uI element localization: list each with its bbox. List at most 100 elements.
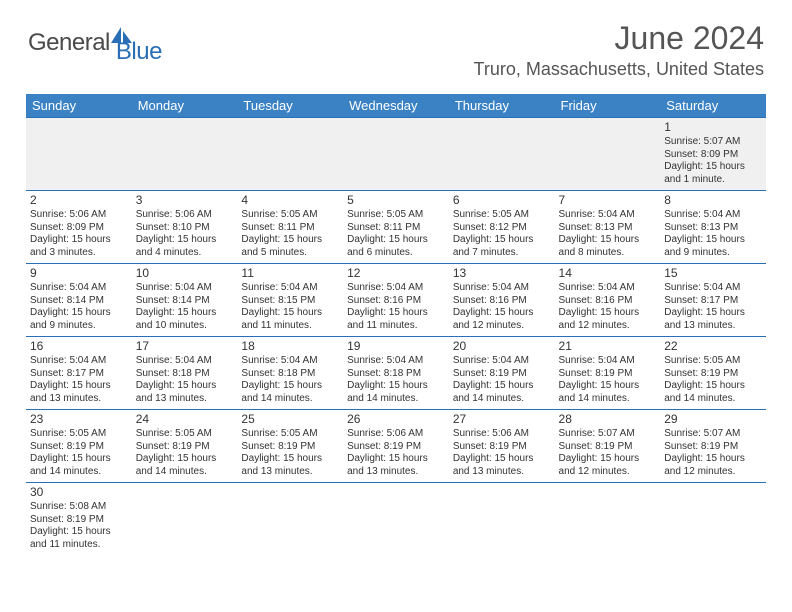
day-sr: Sunrise: 5:06 AM [136, 209, 234, 222]
day-d1: Daylight: 15 hours [453, 234, 551, 247]
day-d2: and 1 minute. [664, 174, 762, 187]
day-number: 9 [30, 266, 128, 281]
day-number: 5 [347, 193, 445, 208]
day-d2: and 6 minutes. [347, 247, 445, 260]
day-sr: Sunrise: 5:04 AM [241, 355, 339, 368]
day-ss: Sunset: 8:12 PM [453, 222, 551, 235]
day-sr: Sunrise: 5:05 AM [347, 209, 445, 222]
calendar-cell: 16Sunrise: 5:04 AMSunset: 8:17 PMDayligh… [26, 337, 132, 410]
day-ss: Sunset: 8:11 PM [241, 222, 339, 235]
calendar-week: 1Sunrise: 5:07 AMSunset: 8:09 PMDaylight… [26, 118, 766, 191]
day-sr: Sunrise: 5:04 AM [241, 282, 339, 295]
dayname-tuesday: Tuesday [237, 94, 343, 118]
day-d1: Daylight: 15 hours [664, 161, 762, 174]
header: General Blue June 2024 Truro, Massachuse… [0, 0, 792, 88]
day-sr: Sunrise: 5:06 AM [347, 428, 445, 441]
day-ss: Sunset: 8:19 PM [347, 441, 445, 454]
dayname-row: Sunday Monday Tuesday Wednesday Thursday… [26, 94, 766, 118]
calendar-cell [237, 118, 343, 191]
logo-text-blue: Blue [116, 38, 162, 66]
calendar-week: 23Sunrise: 5:05 AMSunset: 8:19 PMDayligh… [26, 410, 766, 483]
calendar-cell [343, 483, 449, 556]
calendar-cell: 18Sunrise: 5:04 AMSunset: 8:18 PMDayligh… [237, 337, 343, 410]
day-d2: and 7 minutes. [453, 247, 551, 260]
day-d2: and 13 minutes. [347, 466, 445, 479]
day-number: 27 [453, 412, 551, 427]
calendar-cell [26, 118, 132, 191]
day-ss: Sunset: 8:19 PM [30, 441, 128, 454]
day-ss: Sunset: 8:14 PM [30, 295, 128, 308]
day-number: 7 [559, 193, 657, 208]
day-number: 28 [559, 412, 657, 427]
day-d1: Daylight: 15 hours [453, 307, 551, 320]
day-d2: and 12 minutes. [664, 466, 762, 479]
day-d1: Daylight: 15 hours [30, 453, 128, 466]
day-sr: Sunrise: 5:07 AM [559, 428, 657, 441]
calendar-week: 16Sunrise: 5:04 AMSunset: 8:17 PMDayligh… [26, 337, 766, 410]
calendar-cell: 10Sunrise: 5:04 AMSunset: 8:14 PMDayligh… [132, 264, 238, 337]
calendar-week: 9Sunrise: 5:04 AMSunset: 8:14 PMDaylight… [26, 264, 766, 337]
day-d2: and 14 minutes. [559, 393, 657, 406]
day-sr: Sunrise: 5:05 AM [30, 428, 128, 441]
calendar-cell [343, 118, 449, 191]
day-d1: Daylight: 15 hours [347, 453, 445, 466]
day-ss: Sunset: 8:18 PM [347, 368, 445, 381]
day-d2: and 11 minutes. [241, 320, 339, 333]
day-d1: Daylight: 15 hours [241, 380, 339, 393]
day-d2: and 14 minutes. [241, 393, 339, 406]
day-number: 12 [347, 266, 445, 281]
calendar-cell [660, 483, 766, 556]
day-number: 3 [136, 193, 234, 208]
day-sr: Sunrise: 5:07 AM [664, 428, 762, 441]
calendar-cell: 20Sunrise: 5:04 AMSunset: 8:19 PMDayligh… [449, 337, 555, 410]
day-d1: Daylight: 15 hours [559, 234, 657, 247]
day-number: 15 [664, 266, 762, 281]
day-d2: and 13 minutes. [241, 466, 339, 479]
calendar-cell: 4Sunrise: 5:05 AMSunset: 8:11 PMDaylight… [237, 191, 343, 264]
calendar-week: 30Sunrise: 5:08 AMSunset: 8:19 PMDayligh… [26, 483, 766, 556]
calendar-cell: 9Sunrise: 5:04 AMSunset: 8:14 PMDaylight… [26, 264, 132, 337]
day-d2: and 5 minutes. [241, 247, 339, 260]
day-d2: and 10 minutes. [136, 320, 234, 333]
day-sr: Sunrise: 5:04 AM [453, 355, 551, 368]
day-sr: Sunrise: 5:06 AM [30, 209, 128, 222]
day-number: 13 [453, 266, 551, 281]
day-number: 25 [241, 412, 339, 427]
dayname-thursday: Thursday [449, 94, 555, 118]
day-d1: Daylight: 15 hours [30, 234, 128, 247]
day-d2: and 11 minutes. [347, 320, 445, 333]
calendar-cell [449, 118, 555, 191]
day-ss: Sunset: 8:14 PM [136, 295, 234, 308]
day-number: 10 [136, 266, 234, 281]
day-number: 19 [347, 339, 445, 354]
calendar-cell: 21Sunrise: 5:04 AMSunset: 8:19 PMDayligh… [555, 337, 661, 410]
day-number: 14 [559, 266, 657, 281]
title-block: June 2024 Truro, Massachusetts, United S… [474, 20, 764, 80]
calendar-cell: 2Sunrise: 5:06 AMSunset: 8:09 PMDaylight… [26, 191, 132, 264]
calendar-cell: 5Sunrise: 5:05 AMSunset: 8:11 PMDaylight… [343, 191, 449, 264]
day-ss: Sunset: 8:09 PM [30, 222, 128, 235]
day-sr: Sunrise: 5:04 AM [136, 282, 234, 295]
day-number: 16 [30, 339, 128, 354]
day-d2: and 3 minutes. [30, 247, 128, 260]
day-d2: and 9 minutes. [30, 320, 128, 333]
logo-text-general: General [28, 29, 110, 57]
calendar-cell [555, 118, 661, 191]
day-ss: Sunset: 8:19 PM [30, 514, 128, 527]
day-d2: and 13 minutes. [30, 393, 128, 406]
calendar-cell [555, 483, 661, 556]
day-sr: Sunrise: 5:05 AM [136, 428, 234, 441]
day-sr: Sunrise: 5:04 AM [559, 355, 657, 368]
day-d1: Daylight: 15 hours [136, 453, 234, 466]
calendar-cell: 8Sunrise: 5:04 AMSunset: 8:13 PMDaylight… [660, 191, 766, 264]
day-ss: Sunset: 8:13 PM [559, 222, 657, 235]
logo: General Blue [28, 20, 162, 66]
day-d1: Daylight: 15 hours [664, 453, 762, 466]
calendar-cell: 6Sunrise: 5:05 AMSunset: 8:12 PMDaylight… [449, 191, 555, 264]
day-ss: Sunset: 8:16 PM [453, 295, 551, 308]
day-number: 29 [664, 412, 762, 427]
day-sr: Sunrise: 5:05 AM [453, 209, 551, 222]
day-number: 17 [136, 339, 234, 354]
day-d1: Daylight: 15 hours [30, 526, 128, 539]
day-d1: Daylight: 15 hours [30, 380, 128, 393]
